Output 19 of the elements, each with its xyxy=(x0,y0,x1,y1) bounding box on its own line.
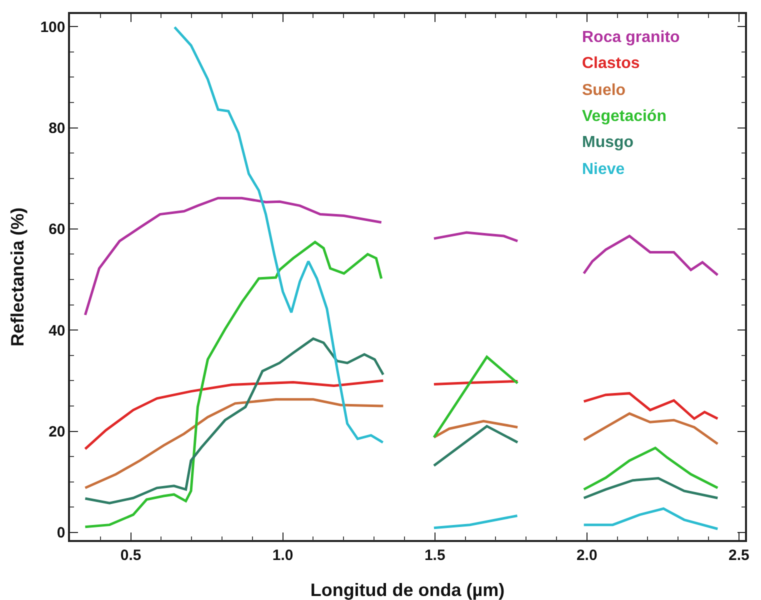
y-tick-label: 80 xyxy=(48,120,66,138)
y-tick-label: 20 xyxy=(48,424,66,441)
text: Musgo xyxy=(582,134,634,151)
x-tick-label: 0.5 xyxy=(120,546,142,564)
y-tick-label: 0 xyxy=(56,524,66,542)
y-tick-label: 40 xyxy=(48,322,66,340)
y-tick-label: 60 xyxy=(48,221,66,238)
y-axis-title: Reflectancia (%) xyxy=(8,207,28,347)
x-tick-label: 1.5 xyxy=(424,546,446,564)
x-tick-label: 2.0 xyxy=(576,546,598,564)
text: Nieve xyxy=(582,161,625,178)
x-tick-label: 2.5 xyxy=(728,546,750,564)
y-tick-label: 100 xyxy=(40,18,66,36)
x-axis-title: Longitud de onda (µm) xyxy=(310,580,505,600)
text: Suelo xyxy=(582,82,626,99)
text: Vegetación xyxy=(582,108,666,125)
text: Clastos xyxy=(582,55,640,72)
text: Roca granito xyxy=(582,29,680,46)
x-tick-label: 1.0 xyxy=(272,546,294,564)
